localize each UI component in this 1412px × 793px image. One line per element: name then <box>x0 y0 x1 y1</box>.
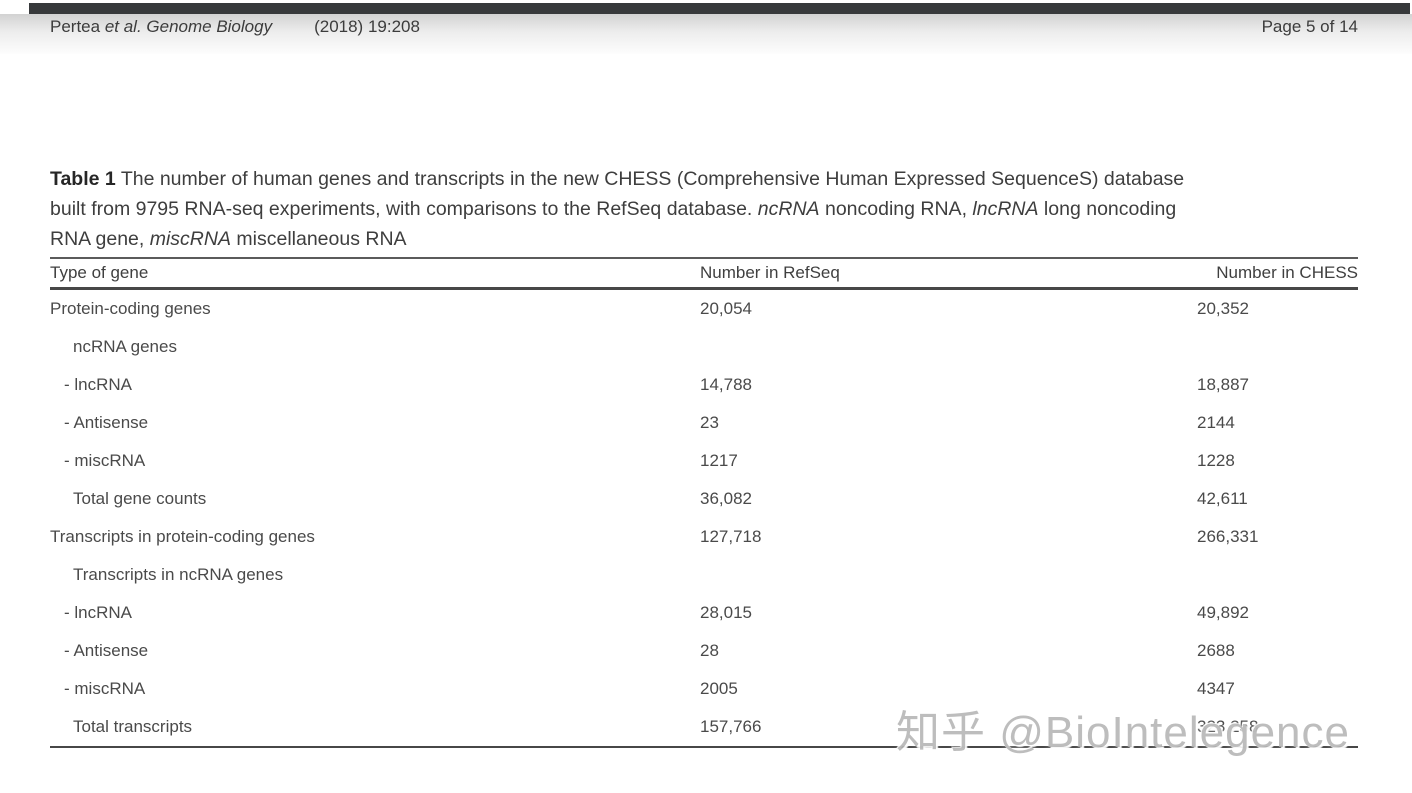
gene-counts-table: Type of gene Number in RefSeq Number in … <box>50 257 1358 748</box>
zhihu-watermark: 知乎 @BioIntelegence <box>896 708 1351 757</box>
table-row: Total gene counts 36,082 42,611 <box>50 480 1358 518</box>
row-label: Protein-coding genes <box>50 299 211 318</box>
caption-text: built from 9795 RNA-seq experiments, wit… <box>50 198 758 220</box>
refseq-value: 1217 <box>700 451 738 470</box>
table-row: - Antisense 23 2144 <box>50 404 1358 442</box>
refseq-value: 127,718 <box>700 527 762 546</box>
chess-value: 49,892 <box>1197 603 1249 622</box>
refseq-value: 36,082 <box>700 489 752 508</box>
row-label: Total gene counts <box>73 489 207 508</box>
row-label: - Antisense <box>64 413 149 432</box>
table-row: - Antisense 28 2688 <box>50 632 1358 670</box>
row-label: Total transcripts <box>73 717 193 736</box>
table-body: Protein-coding genes 20,054 20,352 ncRNA… <box>50 290 1358 748</box>
caption-text: long noncoding <box>1038 198 1177 220</box>
chess-value: 323,258 <box>1197 717 1259 736</box>
caption-line-3: RNA gene, miscRNA miscellaneous RNA <box>50 224 1360 254</box>
citation-author: Pertea <box>50 17 105 36</box>
column-header-type: Type of gene <box>50 263 149 282</box>
citation: Pertea et al. Genome Biology (2018) 19:20… <box>50 17 420 37</box>
chess-value: 2688 <box>1197 641 1235 660</box>
caption-term-ncrna: ncRNA <box>757 198 820 220</box>
running-header: Pertea et al. Genome Biology (2018) 19:20… <box>50 17 1358 37</box>
row-label: - miscRNA <box>64 451 146 470</box>
caption-line-1: Table 1 The number of human genes and tr… <box>50 164 1360 194</box>
chess-value: 266,331 <box>1197 527 1259 546</box>
row-label: Transcripts in ncRNA genes <box>73 565 284 584</box>
chess-value: 18,887 <box>1197 375 1249 394</box>
table-row: - lncRNA 14,788 18,887 <box>50 366 1358 404</box>
citation-issue: (2018) 19:208 <box>314 17 420 36</box>
caption-text: miscellaneous RNA <box>230 228 407 250</box>
table-caption: Table 1 The number of human genes and tr… <box>50 164 1360 254</box>
column-header-chess: Number in CHESS <box>1216 263 1358 282</box>
chess-value: 42,611 <box>1197 489 1248 508</box>
table-row: - miscRNA 1217 1228 <box>50 442 1358 480</box>
caption-line-2: built from 9795 RNA-seq experiments, wit… <box>50 194 1360 224</box>
chess-value: 20,352 <box>1197 299 1249 318</box>
caption-text: noncoding RNA, <box>819 198 973 220</box>
journal-header-bar <box>29 3 1410 14</box>
table-row: Transcripts in protein-coding genes 127,… <box>50 518 1358 556</box>
caption-term-lncrna: lncRNA <box>972 198 1039 220</box>
row-label: ncRNA genes <box>73 337 177 356</box>
row-label: Transcripts in protein-coding genes <box>50 527 315 546</box>
row-label: - Antisense <box>64 641 149 660</box>
table-row: - lncRNA 28,015 49,892 <box>50 594 1358 632</box>
row-label: - lncRNA <box>64 603 133 622</box>
refseq-value: 23 <box>700 413 719 432</box>
column-header-refseq: Number in RefSeq <box>700 263 840 282</box>
table-label: Table 1 <box>50 168 116 190</box>
refseq-value: 28 <box>700 641 719 660</box>
refseq-value: 157,766 <box>700 717 762 736</box>
chess-value: 1228 <box>1197 451 1235 470</box>
caption-text: RNA gene, <box>50 228 150 250</box>
refseq-value: 28,015 <box>700 603 752 622</box>
table-row: ncRNA genes <box>50 328 1358 366</box>
chess-value: 2144 <box>1197 413 1235 432</box>
refseq-value: 20,054 <box>700 299 752 318</box>
table-row: Transcripts in ncRNA genes <box>50 556 1358 594</box>
table-row: - miscRNA 2005 4347 <box>50 670 1358 708</box>
table-header-row: Type of gene Number in RefSeq Number in … <box>50 257 1358 290</box>
row-label: - lncRNA <box>64 375 133 394</box>
refseq-value: 14,788 <box>700 375 752 394</box>
caption-term-miscrna: miscRNA <box>149 228 231 250</box>
citation-journal: et al. Genome Biology <box>104 17 273 36</box>
row-label: - miscRNA <box>64 679 146 698</box>
caption-text: The number of human genes and transcript… <box>115 168 1185 190</box>
refseq-value: 2005 <box>700 679 738 698</box>
table-row: Total transcripts 157,766 323,258 <box>50 708 1358 746</box>
page-indicator: Page 5 of 14 <box>1261 17 1358 36</box>
chess-value: 4347 <box>1197 679 1235 698</box>
header-gradient-strip <box>0 14 1412 54</box>
table-row: Protein-coding genes 20,054 20,352 <box>50 290 1358 328</box>
